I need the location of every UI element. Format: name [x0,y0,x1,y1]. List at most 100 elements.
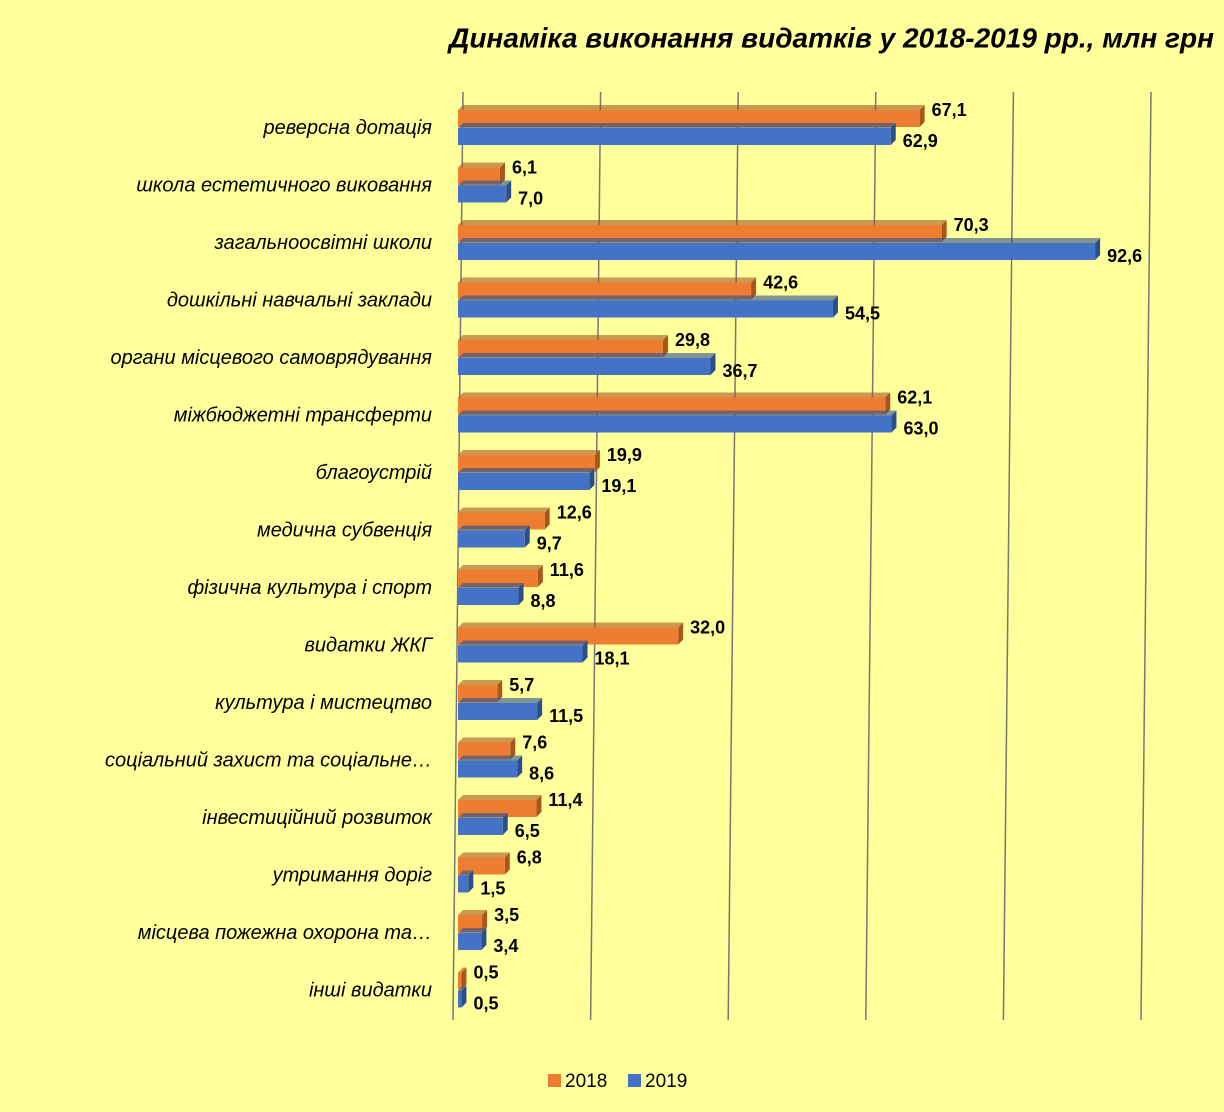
bar-top [458,238,1101,243]
bar [458,570,538,587]
bar-side [919,105,925,127]
data-label: 19,1 [601,476,636,496]
bar-side [461,967,467,990]
bar-top [458,967,467,973]
bar-side [890,123,896,145]
bar-side [751,277,757,300]
category-label: фізична культура і спорт [187,577,432,599]
bar [458,933,482,950]
data-label: 7,0 [518,188,543,208]
data-label: 62,1 [897,387,932,407]
data-label: 11,4 [548,790,582,810]
bar-top [458,410,897,416]
data-label: 1,5 [480,878,505,898]
chart-title: Динаміка виконання видатків у 2018-2019 … [447,22,1214,53]
bar-top [458,985,467,991]
bar [458,243,1096,260]
bar [458,282,752,300]
bar [458,512,545,530]
bar-top [458,392,891,398]
legend-label: 2018 [565,1071,607,1092]
bar-top [458,507,550,513]
bar-top [458,852,510,858]
bar-top [458,525,530,531]
legend-swatch [548,1074,561,1087]
bar-side [502,813,508,835]
bar [458,990,462,1008]
bar-side [506,180,512,203]
data-label: 67,1 [932,100,967,120]
bar-top [458,468,595,473]
bar [458,800,537,817]
data-label: 11,5 [549,706,583,726]
bar-top [458,220,947,225]
bar [458,818,503,835]
bar [458,915,483,932]
bar-top [458,295,838,301]
data-label: 18,1 [595,648,630,668]
data-label: 6,5 [515,821,540,841]
data-label: 5,7 [509,675,534,695]
bar-top [458,755,523,761]
bar-top [458,180,512,186]
bar-side [832,295,838,318]
bar-side [710,353,716,375]
bar [458,358,711,375]
data-label: 92,6 [1107,246,1142,266]
category-label: реверсна дотація [263,117,433,139]
bar [458,530,525,548]
bar-top [458,353,716,358]
bar [458,415,892,433]
bar-top [458,813,508,818]
bar-side [524,525,530,548]
bar [458,875,469,893]
legend-swatch [628,1074,641,1087]
category-label: дошкільні навчальні заклади [167,290,432,312]
bar-top [458,928,487,933]
data-label: 6,1 [512,157,537,177]
bar-side [518,583,524,605]
category-label: інвестиційний розвиток [202,807,433,829]
category-label: місцева пожежна охорона та… [138,922,432,944]
bar-side [885,392,891,415]
bar [458,685,498,702]
data-label: 54,5 [845,303,880,323]
bar [458,760,518,778]
bar-side [663,335,669,357]
data-label: 0,5 [473,993,498,1013]
data-label: 9,7 [537,533,562,553]
bar-top [458,565,543,570]
category-label: інші видатки [309,980,432,1002]
data-label: 3,5 [494,905,519,925]
bar [458,397,886,415]
bar-top [458,583,524,588]
category-label: медична субвенція [257,520,432,542]
bar-side [499,162,505,185]
bar-side [594,450,600,472]
bar-side [468,870,474,893]
bar-top [458,105,925,110]
bar-top [458,870,474,876]
category-label: утримання доріг [271,865,433,887]
bar [458,972,462,990]
bar-side [544,507,550,530]
bar-side [536,795,542,817]
bar [458,185,507,203]
bar [458,645,583,663]
legend-label: 2019 [645,1071,687,1092]
bar-top [458,622,684,628]
bar-top [458,737,516,743]
bar-side [589,468,595,490]
bar-side [510,737,516,760]
bar [458,225,942,242]
bar [458,110,920,127]
data-label: 29,8 [675,330,710,350]
bar-top [458,640,588,646]
data-label: 0,5 [473,962,498,982]
data-label: 8,8 [531,591,556,611]
bar-side [537,698,543,720]
category-label: органи місцевого самоврядування [111,347,433,369]
data-label: 42,6 [763,272,798,292]
category-label: соціальний захист та соціальне… [105,750,432,772]
